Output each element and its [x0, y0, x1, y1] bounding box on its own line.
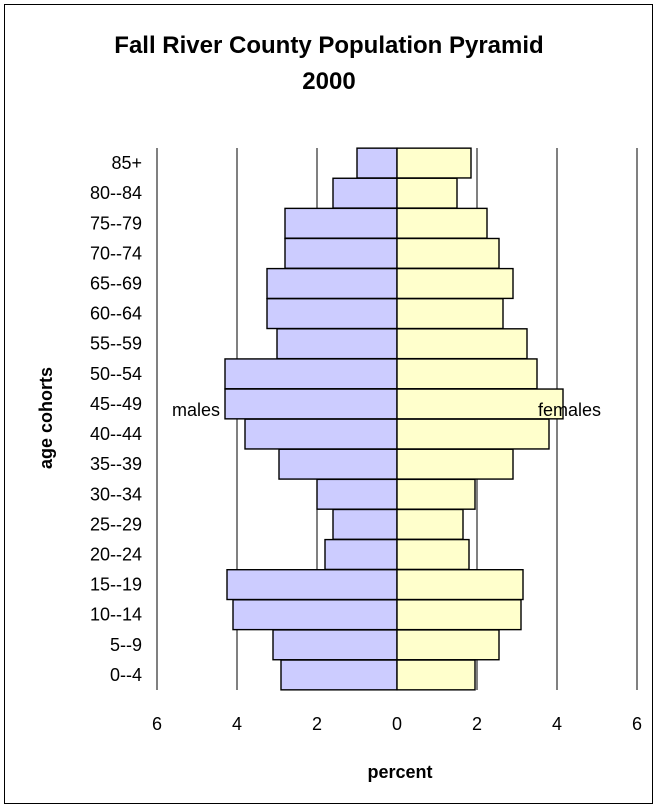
bar-males-65--69 — [266, 267, 398, 300]
bar-males-10--14 — [232, 599, 398, 631]
bar-females-60--64 — [396, 298, 504, 330]
x-tick-label-2: 2 — [312, 714, 322, 734]
y-tick-label-55--59: 55--59 — [90, 334, 142, 354]
y-tick-label-15--19: 15--19 — [90, 575, 142, 595]
y-tick-label-70--74: 70--74 — [90, 243, 142, 263]
y-tick-label-30--34: 30--34 — [90, 484, 142, 504]
bar-females-65--69 — [396, 267, 514, 300]
x-tick-label-6: 6 — [632, 714, 642, 734]
y-tick-labels: 85+ 80--84 75--79 70--74 65--69 60--64 55--59 5… — [90, 153, 142, 685]
bar-males-70--74 — [284, 237, 398, 269]
bar-females-45--49 — [396, 388, 564, 420]
bar-males-75--79 — [284, 207, 398, 239]
bar-females-25--29 — [396, 508, 464, 540]
x-tick-label-4: 2 — [472, 714, 482, 734]
bar-females-20--24 — [396, 538, 470, 571]
y-tick-label-75--79: 75--79 — [90, 213, 142, 233]
bar-males-35--39 — [278, 448, 398, 480]
bar-females-55--59 — [396, 328, 528, 360]
x-tick-label-0: 6 — [152, 714, 162, 734]
bar-females-10--14 — [396, 599, 522, 631]
bar-females-0--4 — [396, 659, 476, 691]
bar-males-15--19 — [226, 569, 398, 601]
y-tick-label-45--49: 45--49 — [90, 394, 142, 414]
axes-group — [392, 147, 398, 691]
y-tick-label-35--39: 35--39 — [90, 454, 142, 474]
bar-males-60--64 — [266, 298, 398, 330]
bar-females-40--44 — [396, 418, 550, 450]
bar-males-85+ — [356, 147, 398, 179]
y-tick-label-25--29: 25--29 — [90, 514, 142, 534]
y-tick-label-50--54: 50--54 — [90, 364, 142, 384]
bar-females-15--19 — [396, 569, 524, 601]
y-tick-label-85+: 85+ — [111, 153, 142, 173]
y-axis-title: age cohorts — [36, 367, 56, 469]
y-tick-label-65--69: 65--69 — [90, 274, 142, 294]
annotation-females: females — [538, 400, 601, 420]
chart-title-line2: 2000 — [302, 68, 355, 95]
x-tick-labels: 6 4 2 0 2 4 6 — [152, 714, 642, 734]
bars-group — [224, 147, 564, 691]
y-tick-label-20--24: 20--24 — [90, 545, 142, 565]
annotation-males: males — [172, 400, 220, 420]
bar-males-5--9 — [272, 629, 398, 661]
bar-males-80--84 — [332, 177, 398, 209]
y-tick-label-0--4: 0--4 — [110, 665, 142, 685]
y-tick-label-60--64: 60--64 — [90, 304, 142, 324]
bar-females-75--79 — [396, 207, 488, 239]
y-tick-label-5--9: 5--9 — [110, 635, 142, 655]
bar-males-45--49 — [224, 388, 398, 420]
bar-females-85+ — [396, 147, 472, 179]
bar-females-30--34 — [396, 478, 476, 510]
bar-males-25--29 — [332, 508, 398, 540]
chart-title-line1: Fall River County Population Pyramid — [114, 32, 543, 59]
bar-females-80--84 — [396, 177, 458, 209]
bar-females-5--9 — [396, 629, 500, 661]
bar-males-40--44 — [244, 418, 398, 450]
bar-males-55--59 — [276, 328, 398, 360]
bar-males-0--4 — [280, 659, 398, 691]
x-tick-label-1: 4 — [232, 714, 242, 734]
x-axis-title: percent — [367, 762, 432, 782]
x-tick-label-3: 0 — [392, 714, 402, 734]
x-tick-label-5: 4 — [552, 714, 562, 734]
bar-females-70--74 — [396, 237, 500, 269]
bar-males-50--54 — [224, 358, 398, 390]
y-tick-label-80--84: 80--84 — [90, 183, 142, 203]
bar-males-30--34 — [316, 478, 398, 510]
bar-females-50--54 — [396, 358, 538, 390]
bar-males-20--24 — [324, 538, 398, 571]
y-tick-label-10--14: 10--14 — [90, 605, 142, 625]
bar-females-35--39 — [396, 448, 514, 480]
y-tick-label-40--44: 40--44 — [90, 424, 142, 444]
